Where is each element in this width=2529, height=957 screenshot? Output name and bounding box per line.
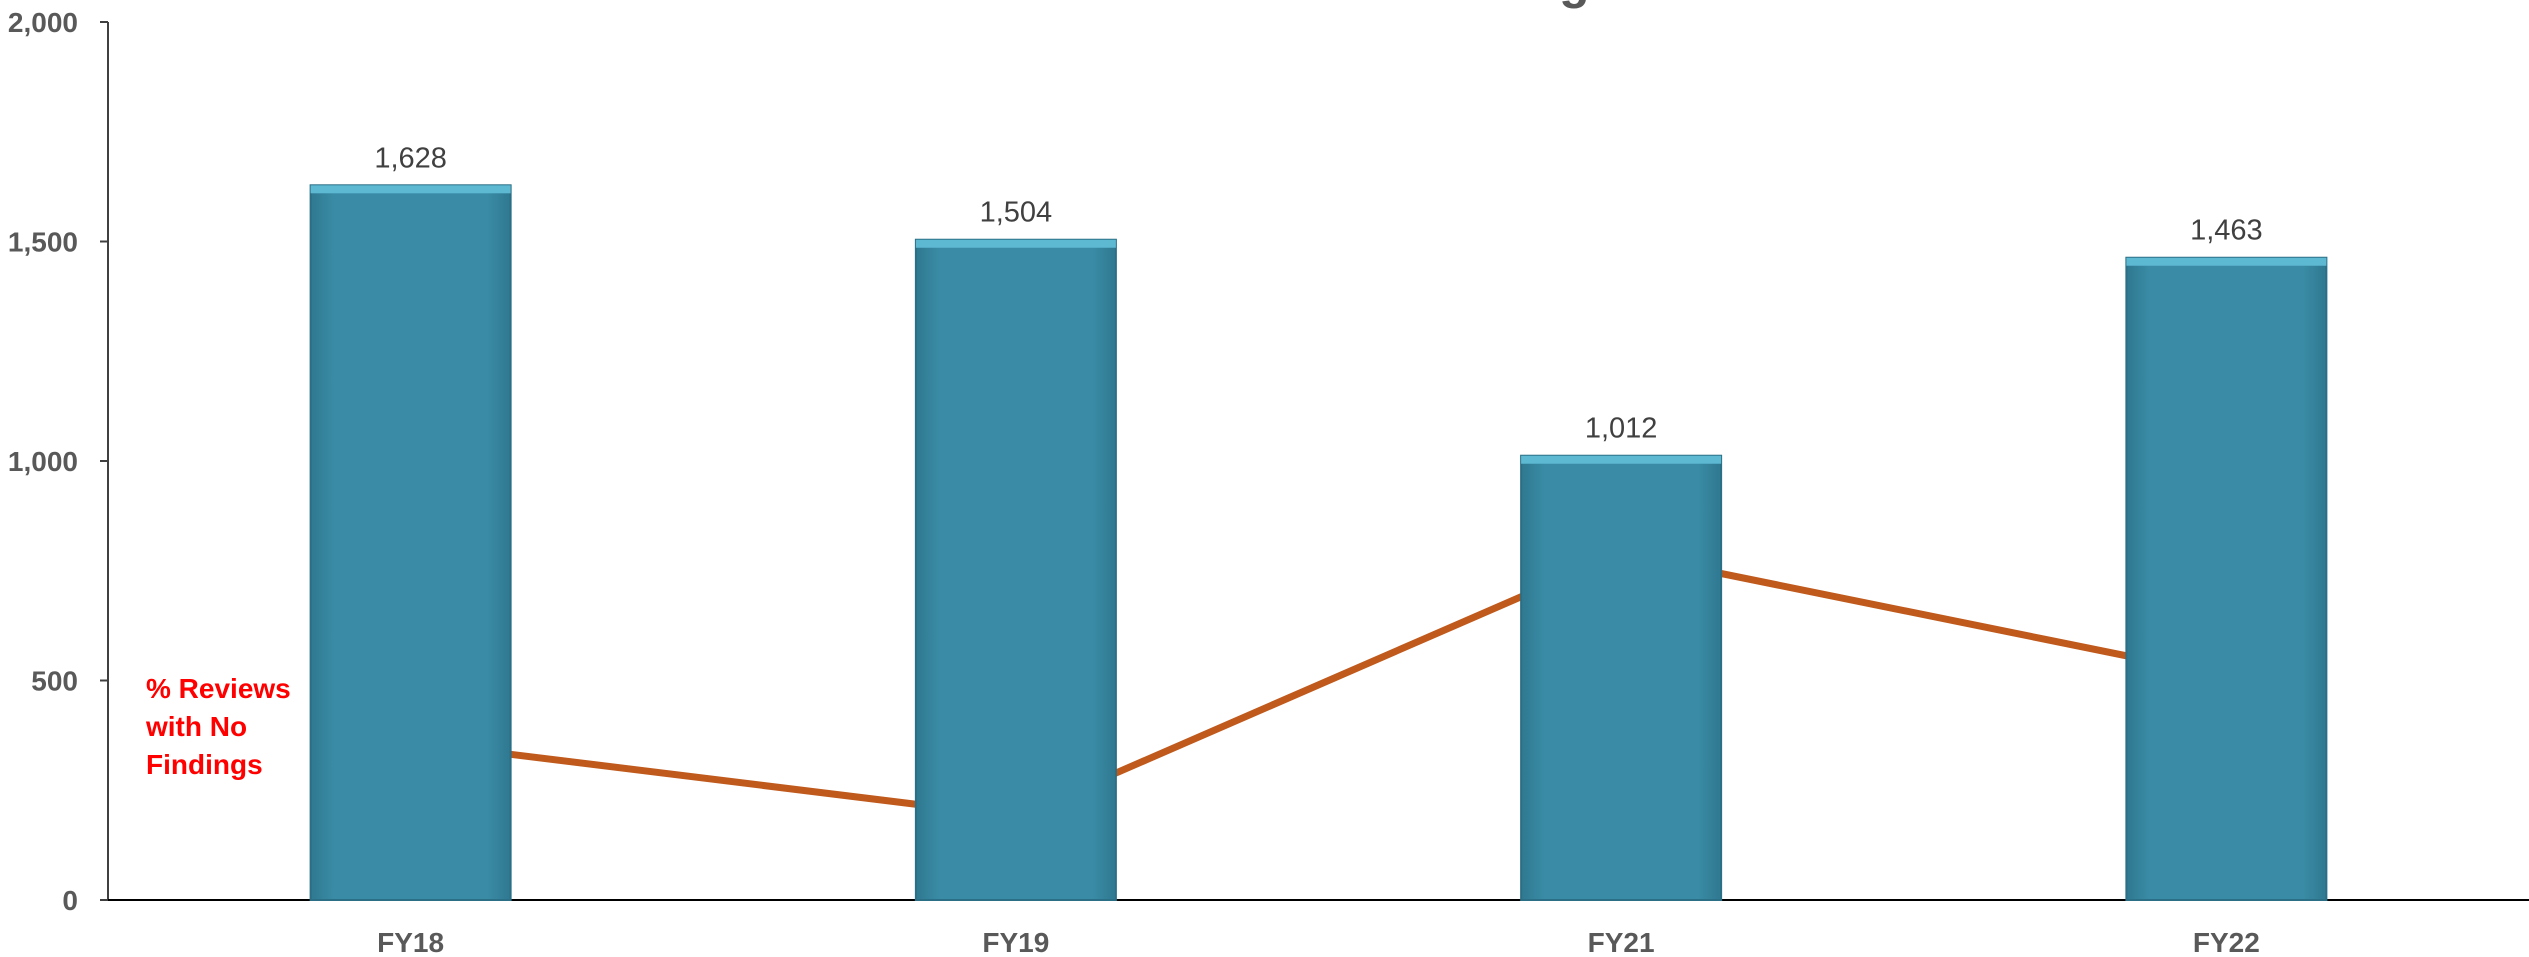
line-path (410, 549, 2228, 821)
bar-top-bevel (2126, 257, 2327, 266)
bar-data-label: 1,628 (374, 142, 447, 174)
chart-title: % Reviews with No Findings (942, 0, 1617, 9)
x-category-label: FY18 (377, 927, 444, 957)
bar (1520, 454, 1723, 901)
x-category-label: FY19 (982, 927, 1049, 957)
bar (309, 184, 512, 902)
bar-data-label: 1,012 (1585, 413, 1658, 445)
y-tick-label: 1,000 (8, 446, 78, 477)
y-tick-label: 0 (62, 885, 78, 916)
bar (914, 238, 1117, 901)
y-axis-ticks: 0 500 1,000 1,500 2,000 (8, 7, 108, 916)
bar-data-label: 1,463 (2190, 215, 2263, 247)
bar-top-bevel (915, 239, 1116, 248)
bar-top-bevel (310, 185, 511, 194)
x-category-label: FY22 (2193, 927, 2260, 957)
series-annotation: % Reviews with No Findings (146, 673, 291, 780)
bar-top-bevel (1521, 455, 1722, 464)
bar (2125, 256, 2328, 902)
x-category-label: FY21 (1588, 927, 1655, 957)
y-tick-label: 1,500 (8, 227, 78, 258)
bar-data-label: 1,504 (980, 197, 1053, 229)
x-axis-labels: FY18 FY19 FY21 FY22 (377, 927, 2260, 957)
y-tick-label: 2,000 (8, 7, 78, 38)
bar-data-labels: 1,628 1,504 1,012 1,463 (374, 142, 2262, 444)
bar-series (309, 184, 2328, 902)
line-series (410, 549, 2228, 821)
y-tick-label: 500 (31, 666, 78, 697)
